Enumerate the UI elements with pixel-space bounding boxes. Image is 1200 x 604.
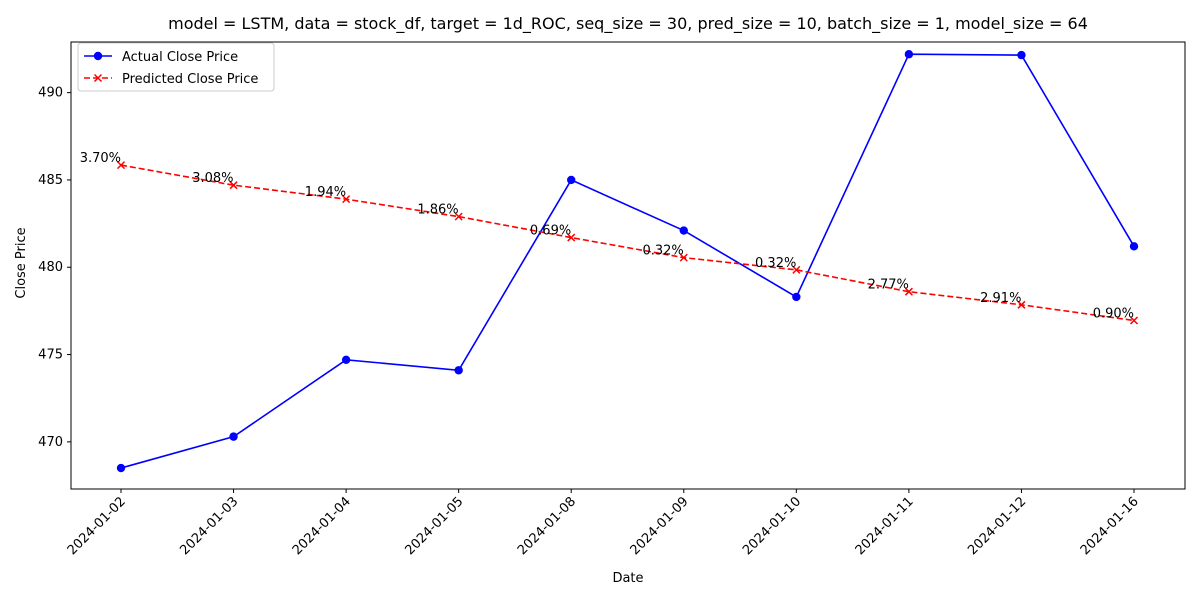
data-label: 0.90% <box>1093 307 1134 322</box>
x-axis-label: Date <box>612 571 643 586</box>
plot-area: 470 475 480 485 490 2024-01-02 2024-01-03 2024-… <box>38 41 1186 558</box>
x-tick-label: 2024-01-11 <box>853 494 917 558</box>
series-line-0 <box>120 53 1135 469</box>
marker-stroke <box>904 287 913 296</box>
marker-stroke <box>679 253 688 262</box>
y-tick-label: 480 <box>38 260 63 275</box>
data-label: 3.70% <box>80 151 121 166</box>
data-point <box>454 366 463 375</box>
marker-stroke <box>1129 316 1139 325</box>
data-label: 0.32% <box>755 256 796 271</box>
data-label: 1.94% <box>305 185 346 200</box>
x-tick-label: 2024-01-04 <box>290 494 354 558</box>
data-point <box>454 212 463 221</box>
data-label: 3.08% <box>192 171 233 186</box>
legend: Actual Close Price Predicted Close Price <box>77 42 275 92</box>
data-label: 0.69% <box>530 224 571 239</box>
chart-title: model = LSTM, data = stock_df, target = … <box>168 14 1088 34</box>
plot-frame <box>70 41 1186 490</box>
data-point <box>1129 316 1139 325</box>
series-line-1 <box>120 164 1135 322</box>
x-tick-label: 2024-01-16 <box>1078 494 1142 558</box>
data-point <box>792 265 801 274</box>
x-tick-label: 2024-01-10 <box>740 494 804 558</box>
x-tick-label: 2024-01-08 <box>515 494 579 558</box>
x-tick-label: 2024-01-09 <box>628 494 692 558</box>
legend-box <box>77 42 275 92</box>
data-point <box>679 226 688 235</box>
marker-stroke <box>454 212 463 221</box>
marker-stroke <box>229 181 238 190</box>
y-tick-label: 485 <box>38 173 63 188</box>
data-label: 2.91% <box>980 291 1021 306</box>
legend-label: Actual Close Price <box>122 50 238 65</box>
x-tick-label: 2024-01-03 <box>177 494 241 558</box>
data-point <box>904 287 913 296</box>
data-label: 2.77% <box>868 278 909 293</box>
data-point <box>116 161 126 170</box>
legend-marker <box>93 51 103 61</box>
marker-stroke <box>567 233 576 242</box>
data-point <box>792 292 801 302</box>
marker-stroke <box>1017 300 1026 309</box>
x-tick-label: 2024-01-12 <box>965 494 1029 558</box>
data-point <box>229 432 238 441</box>
data-point <box>1017 50 1026 60</box>
y-tick-label: 470 <box>38 435 63 450</box>
marker-stroke <box>116 161 126 170</box>
data-point <box>904 50 914 59</box>
data-point <box>567 233 576 242</box>
data-point <box>116 463 126 473</box>
data-label: 0.32% <box>642 244 683 259</box>
data-point <box>1129 242 1139 251</box>
data-label: 1.86% <box>417 203 458 218</box>
x-tick-label: 2024-01-05 <box>402 494 466 558</box>
data-point <box>229 181 238 190</box>
data-point <box>342 195 351 204</box>
y-tick-label: 475 <box>38 348 63 363</box>
data-point <box>679 253 688 262</box>
data-point <box>341 355 351 364</box>
marker-stroke <box>342 195 351 204</box>
marker-stroke <box>792 265 801 274</box>
legend-label: Predicted Close Price <box>122 72 258 87</box>
legend-marker <box>93 73 103 83</box>
y-axis-label: Close Price <box>14 227 29 298</box>
x-tick-label: 2024-01-02 <box>65 494 129 558</box>
data-point <box>567 175 576 185</box>
y-tick-label: 490 <box>38 86 63 101</box>
data-point <box>1017 300 1026 309</box>
